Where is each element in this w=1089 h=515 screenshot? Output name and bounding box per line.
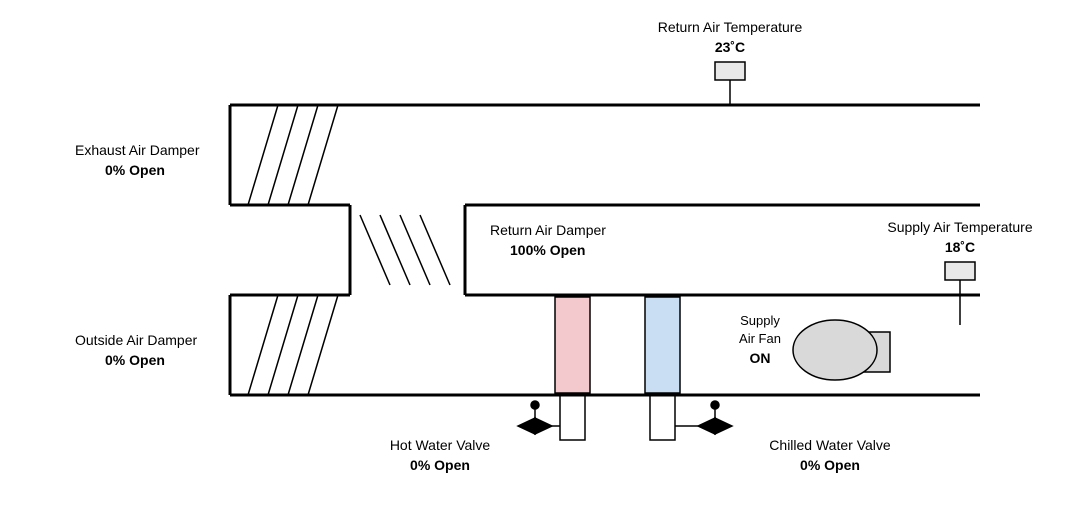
outside-damper-label: Outside Air Damper xyxy=(75,332,197,348)
cooling-coil xyxy=(645,297,680,393)
outside-damper-value: 0% Open xyxy=(105,352,165,368)
return-damper-icon xyxy=(360,215,450,285)
fan-status: ON xyxy=(750,350,771,366)
return-damper-value: 100% Open xyxy=(510,242,585,258)
return-damper-label: Return Air Damper xyxy=(490,222,606,238)
return-temp-value: 23˚C xyxy=(715,39,745,55)
supply-temp-label: Supply Air Temperature xyxy=(887,219,1032,235)
return-temp-label: Return Air Temperature xyxy=(658,19,803,35)
supply-fan-icon xyxy=(793,320,890,380)
return-temp-sensor-icon xyxy=(715,62,745,105)
hvac-diagram: Return Air Temperature 23˚C Exhaust Air … xyxy=(0,0,1089,515)
chilled-water-valve-icon xyxy=(650,395,732,440)
chilled-valve-value: 0% Open xyxy=(800,457,860,473)
exhaust-damper-value: 0% Open xyxy=(105,162,165,178)
exhaust-damper-icon xyxy=(248,105,338,205)
hot-valve-label: Hot Water Valve xyxy=(390,437,491,453)
exhaust-damper-label: Exhaust Air Damper xyxy=(75,142,200,158)
hot-valve-value: 0% Open xyxy=(410,457,470,473)
heating-coil xyxy=(555,297,590,393)
outside-damper-icon xyxy=(248,295,338,395)
supply-temp-value: 18˚C xyxy=(945,239,975,255)
fan-label-2: Air Fan xyxy=(739,331,781,346)
hot-water-valve-icon xyxy=(518,395,585,440)
fan-label-1: Supply xyxy=(740,313,780,328)
chilled-valve-label: Chilled Water Valve xyxy=(769,437,891,453)
